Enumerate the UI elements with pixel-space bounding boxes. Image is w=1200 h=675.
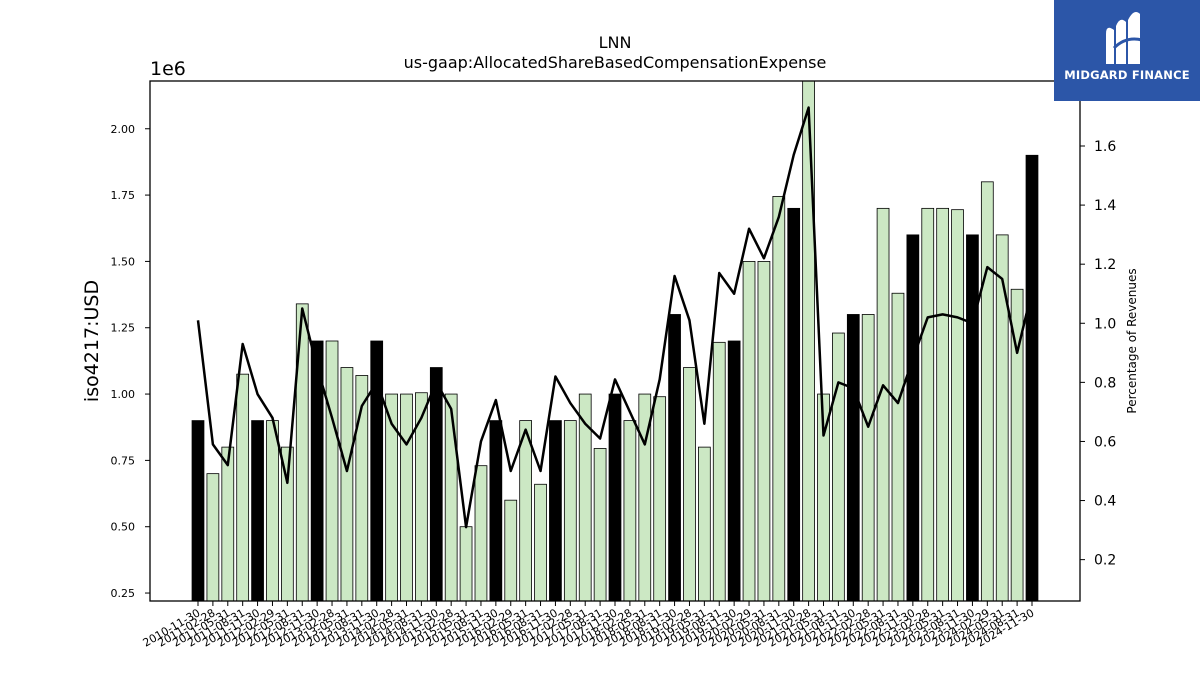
bar-2022-02-28 <box>861 314 875 601</box>
percentage-line <box>196 106 1034 529</box>
bar-2020-02-29 <box>742 261 756 601</box>
bar-2019-05-31 <box>698 446 711 601</box>
chart-subtitle: us-gaap:AllocatedShareBasedCompensationE… <box>404 53 827 72</box>
bar-2018-02-28 <box>623 420 637 601</box>
brand-name: MIDGARD FINANCE <box>1064 68 1190 82</box>
bar-2018-05-31 <box>638 393 652 601</box>
bar-2016-11-30 <box>549 420 562 601</box>
bar-2020-11-30 <box>787 207 801 601</box>
bar-2014-05-31 <box>400 393 413 601</box>
bar-2013-02-28 <box>325 340 339 601</box>
bar-2016-05-31 <box>519 420 533 601</box>
y-tick-label: 1.25 <box>111 322 136 335</box>
bar-2022-08-31 <box>891 292 905 601</box>
bar-2020-08-31 <box>772 196 786 601</box>
bar-2016-02-29 <box>504 499 518 601</box>
bar-2017-08-31 <box>593 448 607 601</box>
bar-2023-08-31 <box>951 209 964 601</box>
bar-2015-08-31 <box>474 465 488 601</box>
y2-axis-label: Percentage of Revenues <box>1125 268 1139 413</box>
bar-2014-02-28 <box>385 393 398 601</box>
bar-2024-02-29 <box>980 181 994 601</box>
y2-tick-label: 1.0 <box>1094 316 1116 332</box>
bar-2024-11-30 <box>1025 154 1039 601</box>
bar-2015-02-28 <box>444 393 458 601</box>
left-axis: 0.25 0.50 0.75 1.00 1.25 1.50 1.75 2.00 <box>111 123 150 600</box>
y-axis-label: iso4217:USD <box>81 280 103 402</box>
bar-2011-08-31 <box>236 373 250 601</box>
bar-2018-11-30 <box>668 314 681 601</box>
bar-2023-02-28 <box>921 207 935 601</box>
bar-2024-05-31 <box>995 234 1009 601</box>
x-axis: 2010-11-302011-02-282011-05-312011-08-31… <box>141 601 1037 650</box>
bar-2021-05-31 <box>817 393 830 601</box>
bar-2012-02-29 <box>266 420 279 601</box>
bar-2014-11-30 <box>429 367 443 601</box>
bar-2012-05-31 <box>280 446 294 601</box>
bar-2021-08-31 <box>832 332 845 601</box>
chart-title: LNN <box>599 33 632 52</box>
bar-2015-05-31 <box>459 526 473 601</box>
bar-2011-11-30 <box>251 420 264 601</box>
bar-2015-11-30 <box>489 420 503 601</box>
bar-2024-08-31 <box>1010 288 1024 601</box>
bar-2010-11-30 <box>191 420 205 601</box>
y-tick-label: 1.00 <box>111 388 136 401</box>
y2-tick-label: 0.2 <box>1094 553 1116 569</box>
bar-2011-05-31 <box>221 446 235 601</box>
y-tick-label: 0.50 <box>111 521 136 534</box>
bar-2017-11-30 <box>608 393 622 601</box>
midgard-logo-icon <box>1106 12 1143 64</box>
bar-2017-02-28 <box>563 420 577 601</box>
y-tick-label: 2.00 <box>111 123 136 136</box>
bar-2016-08-31 <box>534 483 547 601</box>
bar-2023-05-31 <box>936 207 950 601</box>
y2-tick-label: 0.6 <box>1094 434 1116 450</box>
y2-tick-label: 1.2 <box>1094 257 1116 273</box>
bar-2022-11-30 <box>906 234 920 601</box>
bar-2021-11-30 <box>846 314 860 601</box>
bar-2022-05-31 <box>876 207 890 601</box>
bar-2019-08-31 <box>712 341 726 601</box>
bar-2011-02-28 <box>206 473 220 601</box>
brand-logo: MIDGARD FINANCE <box>1054 0 1200 101</box>
bar-2013-05-31 <box>340 367 354 601</box>
bar-2019-11-30 <box>727 340 741 601</box>
right-axis: 0.2 0.4 0.6 0.8 1.0 1.2 1.4 1.6 <box>1080 139 1116 569</box>
bar-2019-02-28 <box>683 367 696 601</box>
bar-2020-05-31 <box>757 261 771 601</box>
y-tick-label: 0.25 <box>111 587 136 600</box>
y2-tick-label: 0.4 <box>1094 494 1116 510</box>
y-offset-label: 1e6 <box>150 58 186 80</box>
bar-2014-08-31 <box>415 392 428 601</box>
y2-tick-label: 1.6 <box>1094 139 1116 155</box>
bar-2017-05-31 <box>578 393 592 601</box>
bar-2012-11-30 <box>310 340 324 601</box>
bar-2012-08-31 <box>295 303 309 601</box>
bar-2013-11-30 <box>370 340 384 601</box>
bar-2021-02-28 <box>802 81 815 601</box>
y2-tick-label: 1.4 <box>1094 198 1116 214</box>
y-tick-label: 1.75 <box>111 189 136 202</box>
bar-2023-11-30 <box>966 234 979 601</box>
bar-2018-08-31 <box>653 396 667 601</box>
y-tick-label: 1.50 <box>111 255 136 268</box>
bar-series <box>191 81 1039 601</box>
y2-tick-label: 0.8 <box>1094 375 1116 391</box>
y-tick-label: 0.75 <box>111 454 136 467</box>
